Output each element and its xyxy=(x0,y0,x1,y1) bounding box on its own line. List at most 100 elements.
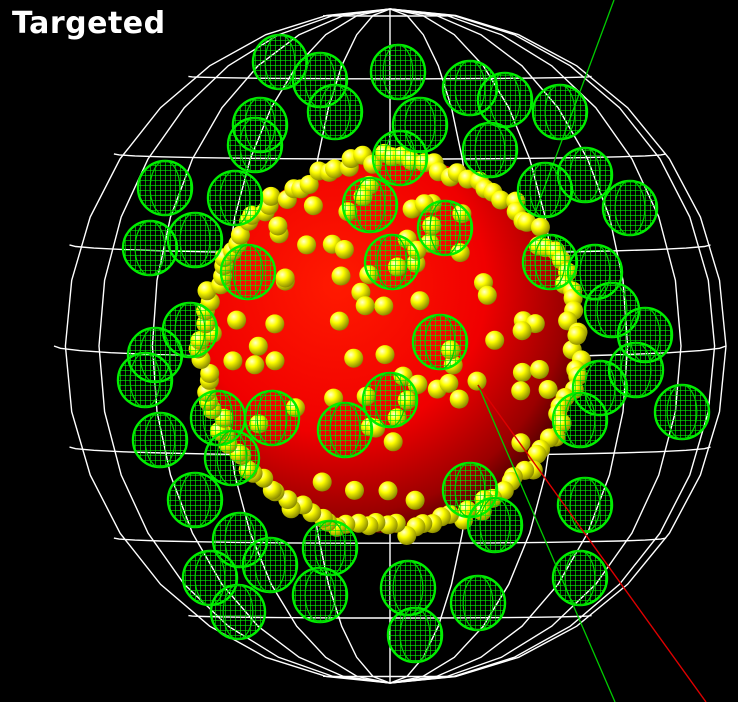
yellow-particle xyxy=(265,314,285,334)
green-mesh-sphere xyxy=(379,559,437,617)
green-mesh-meridian xyxy=(194,550,226,606)
green-mesh-sphere xyxy=(371,129,429,187)
green-mesh-meridian xyxy=(534,234,566,290)
green-mesh-meridian xyxy=(219,170,251,226)
green-mesh-sphere xyxy=(466,496,524,554)
yellow-particle xyxy=(405,490,425,510)
green-mesh-meridian xyxy=(399,607,431,663)
green-mesh-meridian xyxy=(254,537,286,593)
yellow-particle xyxy=(297,235,317,255)
green-mesh-meridian xyxy=(564,392,596,448)
yellow-particle xyxy=(303,196,323,216)
green-mesh-meridian xyxy=(614,180,646,236)
green-mesh-sphere xyxy=(226,116,284,174)
green-mesh-meridian xyxy=(424,314,456,370)
yellow-particle xyxy=(312,472,332,492)
green-mesh-meridian xyxy=(474,122,506,178)
green-mesh-meridian xyxy=(304,567,336,623)
green-mesh-sphere xyxy=(531,83,589,141)
green-mesh-sphere xyxy=(136,159,194,217)
green-mesh-sphere xyxy=(449,574,507,632)
yellow-particle xyxy=(345,480,364,500)
green-mesh-sphere xyxy=(341,176,399,234)
yellow-particle xyxy=(325,159,344,179)
green-mesh-sphere xyxy=(241,536,299,594)
yellow-particle xyxy=(329,311,349,331)
green-mesh-meridian xyxy=(376,234,408,290)
yellow-particle xyxy=(230,225,250,245)
green-mesh-meridian xyxy=(479,497,511,553)
yellow-particle xyxy=(491,190,511,210)
green-mesh-meridian xyxy=(216,430,248,486)
green-mesh-meridian xyxy=(354,177,386,233)
green-mesh-sphere xyxy=(166,471,224,529)
green-mesh-meridian xyxy=(569,477,601,533)
yellow-particle xyxy=(530,217,550,237)
green-mesh-meridian xyxy=(232,244,264,300)
green-mesh-sphere xyxy=(461,121,519,179)
red-core-sphere xyxy=(202,157,578,533)
green-mesh-sphere xyxy=(361,371,419,429)
green-mesh-meridian xyxy=(129,352,161,408)
green-mesh-meridian xyxy=(149,160,181,216)
green-mesh-sphere xyxy=(291,566,349,624)
green-mesh-sphere xyxy=(209,583,267,641)
yellow-particle xyxy=(378,481,398,501)
yellow-particle xyxy=(467,371,487,391)
yellow-particle xyxy=(223,351,243,371)
green-mesh-sphere xyxy=(476,71,534,129)
green-mesh-meridian xyxy=(174,302,206,358)
yellow-particle xyxy=(268,216,288,236)
green-mesh-meridian xyxy=(179,472,211,528)
green-mesh-meridian xyxy=(384,130,416,186)
green-mesh-meridian xyxy=(462,575,494,631)
green-mesh-sphere xyxy=(601,179,659,237)
green-mesh-sphere xyxy=(551,391,609,449)
green-mesh-sphere xyxy=(521,233,579,291)
yellow-particle xyxy=(334,240,354,259)
yellow-particle xyxy=(512,321,532,341)
green-mesh-sphere xyxy=(243,389,301,447)
yellow-particle xyxy=(200,364,220,383)
green-mesh-sphere xyxy=(653,383,711,441)
green-mesh-meridian xyxy=(264,34,296,90)
green-mesh-sphere xyxy=(411,313,469,371)
green-mesh-sphere xyxy=(116,351,174,409)
green-mesh-sphere xyxy=(556,476,614,534)
green-mesh-meridian xyxy=(239,117,271,173)
green-mesh-sphere xyxy=(166,211,224,269)
yellow-particle xyxy=(245,355,265,375)
wire-meridian-line xyxy=(389,8,716,684)
green-mesh-sphere xyxy=(363,233,421,291)
yellow-particle xyxy=(530,360,549,379)
yellow-particle xyxy=(511,381,531,401)
green-mesh-sphere xyxy=(131,411,189,469)
green-mesh-meridian xyxy=(564,550,596,606)
green-mesh-sphere xyxy=(206,169,264,227)
yellow-particle xyxy=(512,362,532,382)
green-mesh-meridian xyxy=(179,212,211,268)
green-axis-line-lower xyxy=(477,384,616,702)
green-mesh-meridian xyxy=(144,412,176,468)
yellow-particle xyxy=(265,351,285,371)
yellow-particle xyxy=(275,268,295,288)
wire-meridian-line xyxy=(389,8,682,684)
yellow-particle xyxy=(449,389,469,409)
yellow-particle xyxy=(261,186,281,206)
green-mesh-meridian xyxy=(529,162,561,218)
green-mesh-meridian xyxy=(666,384,698,440)
green-mesh-meridian xyxy=(382,44,414,100)
yellow-particle xyxy=(477,285,497,305)
green-mesh-meridian xyxy=(596,282,628,338)
green-mesh-meridian xyxy=(222,584,254,640)
yellow-particle xyxy=(527,444,547,464)
wire-meridian-line xyxy=(389,8,727,684)
green-mesh-meridian xyxy=(569,147,601,203)
green-mesh-sphere xyxy=(316,401,374,459)
green-mesh-meridian xyxy=(429,200,461,256)
red-axis-line xyxy=(477,384,707,702)
yellow-particle xyxy=(374,296,394,316)
green-mesh-meridian xyxy=(544,84,576,140)
yellow-particle xyxy=(299,175,319,194)
